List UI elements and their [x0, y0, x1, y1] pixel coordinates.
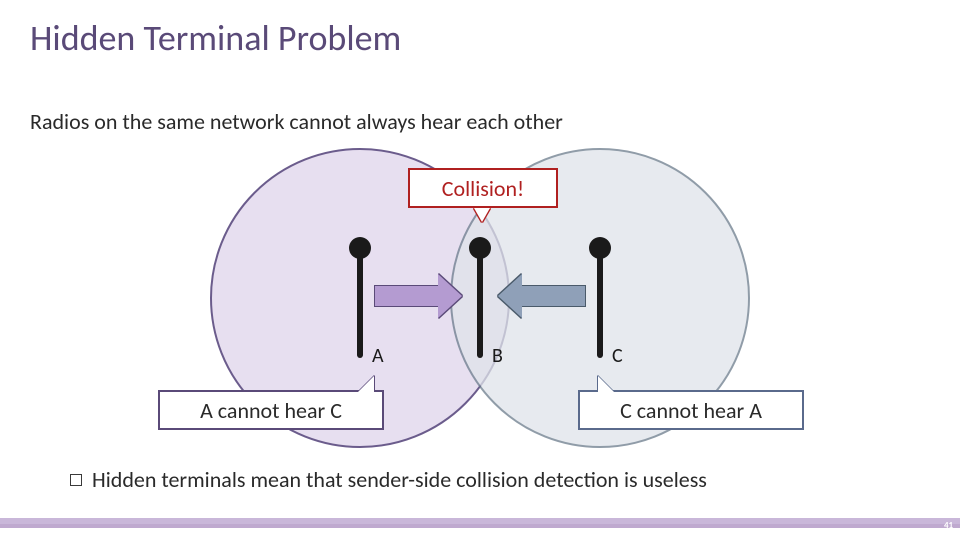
arrow-a-to-b-head-icon [438, 274, 462, 318]
node-a-dot [349, 237, 371, 259]
bullet-row: Hidden terminals mean that sender-side c… [70, 466, 707, 493]
node-b-dot [469, 237, 491, 259]
callout-c-text: C cannot hear A [620, 397, 762, 424]
callout-c-tail-icon [598, 376, 614, 392]
callout-a-cannot-hear-c: A cannot hear C [158, 390, 384, 430]
page-number: 41 [944, 520, 953, 531]
footer-bar [0, 518, 960, 528]
node-c-label: C [612, 344, 623, 368]
slide-root: { "title": { "text": "Hidden Terminal Pr… [0, 0, 960, 540]
node-a-stem [357, 254, 363, 358]
callout-a-tail-icon [358, 376, 374, 392]
callout-collision: Collision! [408, 168, 558, 208]
bullet-text: Hidden terminals mean that sender-side c… [92, 466, 707, 493]
node-b-stem [477, 254, 483, 358]
slide-title: Hidden Terminal Problem [30, 16, 401, 60]
node-b-label: B [492, 344, 503, 368]
callout-a-text: A cannot hear C [200, 397, 342, 424]
callout-collision-tail-icon [474, 208, 490, 222]
bullet-icon [70, 474, 82, 486]
callout-c-cannot-hear-a: C cannot hear A [578, 390, 804, 430]
node-c-stem [597, 254, 603, 358]
callout-collision-text: Collision! [442, 175, 524, 202]
arrow-a-to-b-shaft [374, 285, 438, 307]
node-c-dot [589, 237, 611, 259]
arrow-c-to-b-shaft [522, 285, 586, 307]
node-a-label: A [372, 344, 384, 368]
arrow-c-to-b-head-icon [498, 274, 522, 318]
slide-subtitle: Radios on the same network cannot always… [30, 108, 563, 135]
